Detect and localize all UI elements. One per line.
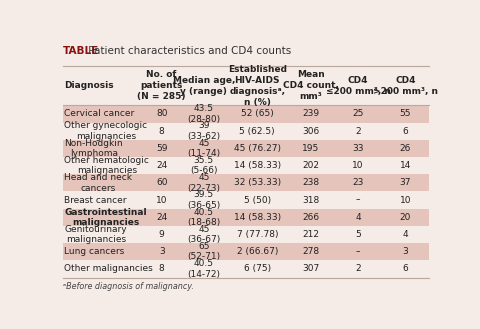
Text: 8: 8 <box>159 127 165 136</box>
Text: –: – <box>356 196 360 205</box>
Text: 7 (77.78): 7 (77.78) <box>237 230 278 239</box>
Text: No. of
patients
(N = 285): No. of patients (N = 285) <box>137 70 186 101</box>
Text: Other hematologic
malignancies: Other hematologic malignancies <box>64 156 149 175</box>
Text: 10: 10 <box>352 161 364 170</box>
Text: 65
(52-71): 65 (52-71) <box>187 242 220 262</box>
Text: 6: 6 <box>403 265 408 273</box>
Text: 35.5
(5-66): 35.5 (5-66) <box>190 156 217 175</box>
Text: 5 (62.5): 5 (62.5) <box>240 127 275 136</box>
Text: Cervical cancer: Cervical cancer <box>64 110 135 118</box>
Text: 10: 10 <box>156 196 168 205</box>
Text: 278: 278 <box>302 247 319 256</box>
Text: 306: 306 <box>302 127 319 136</box>
Text: 55: 55 <box>400 110 411 118</box>
Text: 43.5
(28-80): 43.5 (28-80) <box>187 104 220 124</box>
Bar <box>63 123 429 140</box>
Text: 8: 8 <box>159 265 165 273</box>
Text: 39.5
(36-65): 39.5 (36-65) <box>187 190 220 210</box>
Text: 6: 6 <box>403 127 408 136</box>
Text: 39
(33-62): 39 (33-62) <box>187 121 220 141</box>
Text: 318: 318 <box>302 196 319 205</box>
Text: 239: 239 <box>302 110 319 118</box>
Text: 212: 212 <box>302 230 319 239</box>
Text: 40.5
(18-68): 40.5 (18-68) <box>187 208 220 227</box>
Text: 59: 59 <box>156 144 168 153</box>
Text: Genitourinary
malignancies: Genitourinary malignancies <box>64 225 127 244</box>
Bar <box>63 260 429 278</box>
Text: 23: 23 <box>352 178 364 187</box>
Text: 14: 14 <box>400 161 411 170</box>
Text: 6 (75): 6 (75) <box>244 265 271 273</box>
Text: 60: 60 <box>156 178 168 187</box>
Bar <box>63 226 429 243</box>
Text: 26: 26 <box>400 144 411 153</box>
Text: 4: 4 <box>403 230 408 239</box>
Text: 20: 20 <box>400 213 411 222</box>
Text: 9: 9 <box>159 230 165 239</box>
Text: 45
(36-67): 45 (36-67) <box>187 225 220 244</box>
Bar <box>63 243 429 260</box>
Text: Mean
CD4 count,
mm³: Mean CD4 count, mm³ <box>283 70 339 101</box>
Text: 45
(11-74): 45 (11-74) <box>187 139 220 158</box>
Text: 3: 3 <box>159 247 165 256</box>
Text: Median age,
y (range): Median age, y (range) <box>173 76 235 96</box>
Text: Lung cancers: Lung cancers <box>64 247 125 256</box>
Bar <box>63 157 429 174</box>
Text: 3: 3 <box>403 247 408 256</box>
Text: ᵃBefore diagnosis of malignancy.: ᵃBefore diagnosis of malignancy. <box>63 282 194 291</box>
Text: Breast cancer: Breast cancer <box>64 196 127 205</box>
Text: Other gynecologic
malignancies: Other gynecologic malignancies <box>64 121 147 141</box>
Bar <box>63 105 429 123</box>
Text: 2: 2 <box>355 127 361 136</box>
Text: 202: 202 <box>302 161 319 170</box>
Bar <box>63 209 429 226</box>
Text: 5 (50): 5 (50) <box>244 196 271 205</box>
Text: CD4
>200 mm³, n: CD4 >200 mm³, n <box>373 76 438 96</box>
Text: 80: 80 <box>156 110 168 118</box>
Text: Non-Hodgkin
lymphoma: Non-Hodgkin lymphoma <box>64 139 123 158</box>
Text: Other malignancies: Other malignancies <box>64 265 153 273</box>
Text: Head and neck
cancers: Head and neck cancers <box>64 173 132 192</box>
Bar <box>63 174 429 191</box>
Text: 307: 307 <box>302 265 319 273</box>
Text: CD4
≤200 mm³, n: CD4 ≤200 mm³, n <box>325 76 391 96</box>
Text: 2: 2 <box>355 265 361 273</box>
Text: Patient characteristics and CD4 counts: Patient characteristics and CD4 counts <box>84 46 291 56</box>
Text: –: – <box>356 247 360 256</box>
Text: 266: 266 <box>302 213 319 222</box>
Text: 40.5
(14-72): 40.5 (14-72) <box>187 259 220 279</box>
Text: 52 (65): 52 (65) <box>241 110 274 118</box>
Text: 32 (53.33): 32 (53.33) <box>234 178 281 187</box>
Text: 5: 5 <box>355 230 361 239</box>
Bar <box>63 140 429 157</box>
Bar <box>63 66 429 105</box>
Text: 45 (76.27): 45 (76.27) <box>234 144 281 153</box>
Text: 25: 25 <box>352 110 364 118</box>
Text: Established
HIV-AIDS
diagnosisᵃ,
n (%): Established HIV-AIDS diagnosisᵃ, n (%) <box>228 64 287 107</box>
Text: 45
(22-73): 45 (22-73) <box>187 173 220 192</box>
Text: 10: 10 <box>400 196 411 205</box>
Text: 2 (66.67): 2 (66.67) <box>237 247 278 256</box>
Text: TABLE: TABLE <box>63 46 99 56</box>
Text: 14 (58.33): 14 (58.33) <box>234 161 281 170</box>
Bar <box>63 191 429 209</box>
Text: 37: 37 <box>400 178 411 187</box>
Text: 4: 4 <box>355 213 361 222</box>
Text: 238: 238 <box>302 178 319 187</box>
Text: 33: 33 <box>352 144 364 153</box>
Text: 24: 24 <box>156 161 168 170</box>
Text: Gastrointestinal
malignancies: Gastrointestinal malignancies <box>64 208 147 227</box>
Text: 14 (58.33): 14 (58.33) <box>234 213 281 222</box>
Text: 195: 195 <box>302 144 319 153</box>
Text: 24: 24 <box>156 213 168 222</box>
Text: Diagnosis: Diagnosis <box>64 81 114 90</box>
